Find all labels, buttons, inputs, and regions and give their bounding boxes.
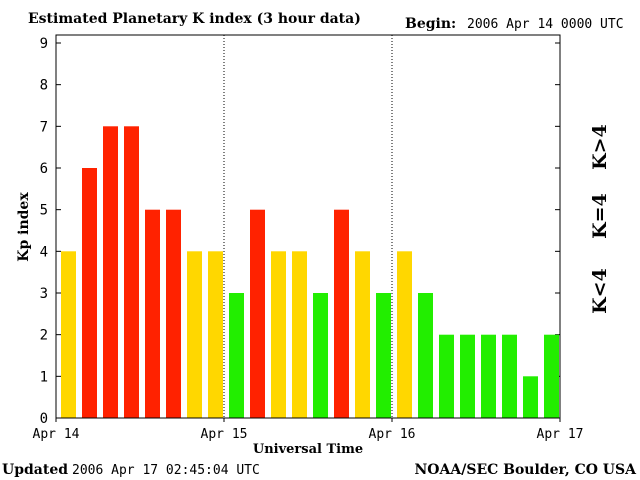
kp-bar bbox=[82, 168, 97, 418]
kp-bar bbox=[292, 251, 307, 418]
y-tick-label: 0 bbox=[40, 411, 48, 427]
x-tick-label: Apr 15 bbox=[201, 427, 248, 442]
kp-bar bbox=[418, 293, 433, 418]
chart-title: Estimated Planetary K index (3 hour data… bbox=[28, 11, 361, 27]
kp-bar bbox=[61, 251, 76, 418]
x-axis-label: Universal Time bbox=[253, 442, 363, 457]
kp-bar bbox=[376, 293, 391, 418]
kp-bar bbox=[124, 126, 139, 419]
y-tick-label: 3 bbox=[40, 286, 48, 302]
y-axis-ticks: 0 1 2 3 4 5 6 7 8 9 bbox=[40, 36, 560, 427]
kp-bar bbox=[523, 376, 538, 418]
kp-bar bbox=[166, 209, 181, 418]
y-tick-label: 5 bbox=[40, 203, 48, 219]
kp-bar bbox=[271, 251, 286, 418]
begin-value: 2006 Apr 14 0000 UTC bbox=[467, 17, 624, 32]
legend-high: K>4 bbox=[589, 124, 611, 170]
kp-bar bbox=[334, 209, 349, 418]
kp-bar bbox=[208, 251, 223, 418]
kp-bar bbox=[481, 334, 496, 418]
kp-bar bbox=[544, 334, 559, 418]
x-tick-label: Apr 16 bbox=[369, 427, 416, 442]
legend-low: K<4 bbox=[589, 268, 611, 314]
x-tick-label: Apr 14 bbox=[33, 427, 80, 442]
kp-bar bbox=[502, 334, 517, 418]
kp-bar bbox=[250, 209, 265, 418]
plot-frame bbox=[55, 34, 561, 419]
kp-bar bbox=[439, 334, 454, 418]
day-separators bbox=[223, 35, 393, 418]
kp-bar bbox=[145, 209, 160, 418]
y-tick-label: 9 bbox=[40, 36, 48, 52]
y-tick-label: 2 bbox=[40, 328, 48, 344]
x-tick-label: Apr 17 bbox=[537, 427, 584, 442]
bars bbox=[61, 126, 559, 419]
updated-label: Updated bbox=[2, 462, 68, 478]
y-tick-label: 4 bbox=[40, 244, 48, 260]
y-tick-label: 1 bbox=[40, 369, 48, 385]
kp-bar bbox=[103, 126, 118, 419]
legend-mid: K=4 bbox=[589, 193, 611, 239]
updated-value: 2006 Apr 17 02:45:04 UTC bbox=[72, 463, 260, 478]
begin-label: Begin: bbox=[405, 16, 456, 32]
x-axis-labels: Apr 14 Apr 15 Apr 16 Apr 17 bbox=[33, 418, 584, 442]
kp-bar bbox=[313, 293, 328, 418]
kp-bar bbox=[355, 251, 370, 418]
kp-bar bbox=[397, 251, 412, 418]
kp-bar bbox=[187, 251, 202, 418]
y-axis-label: Kp index bbox=[16, 192, 32, 262]
y-tick-label: 6 bbox=[40, 161, 48, 177]
y-tick-label: 8 bbox=[40, 78, 48, 94]
kp-bar bbox=[460, 334, 475, 418]
kp-bar bbox=[229, 293, 244, 418]
source-credit: NOAA/SEC Boulder, CO USA bbox=[415, 462, 638, 478]
y-tick-label: 7 bbox=[40, 119, 48, 135]
